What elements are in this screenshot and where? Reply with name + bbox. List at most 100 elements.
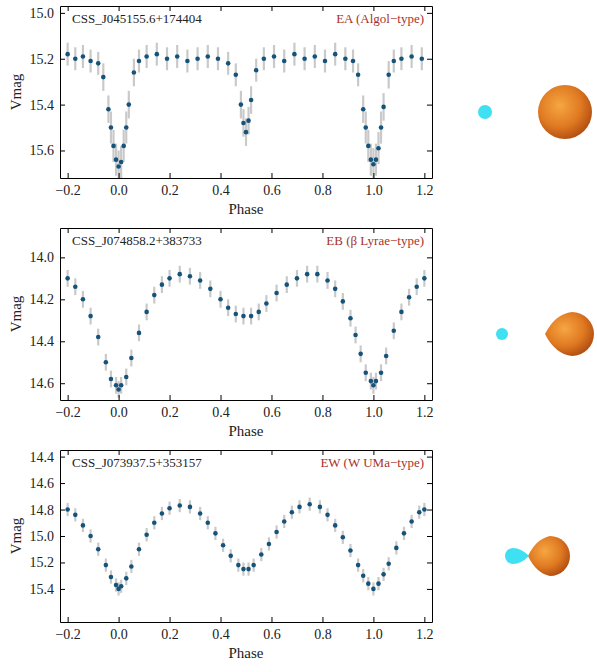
tick: −0.2 — [55, 617, 80, 642]
data-point — [274, 291, 279, 296]
data-point — [73, 284, 78, 289]
data-point — [407, 295, 412, 300]
data-point — [356, 563, 361, 568]
data-point — [371, 383, 376, 388]
data-point — [88, 59, 93, 64]
axis-line — [61, 400, 433, 401]
tick-mark — [424, 6, 425, 11]
data-point — [198, 278, 203, 283]
data-point — [234, 73, 239, 78]
tick-mark — [373, 395, 374, 400]
tick-mark — [427, 483, 432, 484]
axis-line — [61, 622, 433, 623]
data-point — [152, 293, 157, 298]
y-axis: 14.414.614.815.015.215.4 — [30, 450, 66, 623]
data-point — [221, 543, 226, 548]
tick-mark — [221, 228, 222, 233]
tick — [427, 299, 432, 300]
tick-mark — [221, 395, 222, 400]
tick: 14.8 — [30, 503, 66, 518]
tick: 0.8 — [314, 395, 332, 420]
figure: −0.20.00.20.40.60.81.01.215.015.215.415.… — [0, 0, 597, 672]
tick-mark — [119, 173, 120, 178]
data-point — [195, 56, 200, 61]
tick-label: 0.6 — [263, 627, 281, 642]
data-point — [274, 530, 279, 535]
data-point — [246, 118, 251, 123]
tick: 1.0 — [365, 173, 383, 198]
data-point — [325, 513, 330, 518]
tick-mark — [427, 589, 432, 590]
data-point — [351, 59, 356, 64]
data-point — [109, 575, 114, 580]
data-point — [96, 547, 101, 552]
data-point — [420, 56, 425, 61]
tick-mark — [60, 59, 65, 60]
tick: −0.2 — [55, 173, 80, 198]
data-point — [422, 276, 427, 281]
data-point — [119, 160, 124, 165]
data-point — [246, 567, 251, 572]
data-point — [114, 157, 119, 162]
axis-line — [61, 450, 433, 451]
tick-mark — [271, 173, 272, 178]
tick-mark — [68, 6, 69, 11]
data-point — [160, 282, 165, 287]
y-axis-right — [427, 7, 433, 179]
data-point — [282, 519, 287, 524]
y-axis-title: Vmag — [8, 73, 24, 110]
tick-mark — [170, 395, 171, 400]
panel-title: CSS_J045155.6+174404 — [72, 11, 202, 26]
data-point — [356, 73, 361, 78]
axis-line — [432, 7, 433, 179]
data-point — [353, 333, 358, 338]
data-point — [399, 310, 404, 315]
data-point — [234, 312, 239, 317]
data-point — [121, 144, 126, 149]
data-point — [65, 276, 70, 281]
data-point — [114, 583, 119, 588]
binary-illustration — [478, 85, 592, 139]
tick: 14.6 — [30, 476, 66, 491]
x-axis-title: Phase — [229, 423, 264, 439]
data-point — [358, 352, 363, 357]
data-point — [124, 125, 129, 130]
data-point — [165, 56, 170, 61]
tick-mark — [373, 617, 374, 622]
data-point — [363, 125, 368, 130]
tick — [427, 257, 432, 258]
data-point — [284, 282, 289, 287]
tick-label: 0.4 — [212, 627, 230, 642]
tick-label: 14.2 — [30, 292, 55, 307]
tick-mark — [68, 395, 69, 400]
tick: 0.2 — [161, 617, 179, 642]
tick-mark — [221, 6, 222, 11]
primary-star — [528, 536, 570, 576]
data-point — [348, 316, 353, 321]
data-point — [114, 383, 119, 388]
data-point — [369, 157, 374, 162]
data-point — [236, 563, 241, 568]
data-point — [376, 146, 381, 151]
tick-mark — [60, 299, 65, 300]
data-point — [129, 564, 134, 569]
tick-mark — [427, 150, 432, 151]
tick-label: 15.0 — [30, 529, 55, 544]
tick-mark — [60, 105, 65, 106]
data-point — [318, 505, 323, 510]
data-point — [363, 370, 368, 375]
companion-star — [505, 548, 529, 564]
tick: 14.4 — [30, 334, 66, 349]
data-point — [402, 531, 407, 536]
tick-label: 14.6 — [30, 376, 55, 391]
panel: −0.20.00.20.40.60.81.01.214.014.214.414.… — [8, 228, 433, 439]
binary-illustration — [505, 536, 570, 576]
y-axis: 14.014.214.414.6 — [30, 229, 66, 401]
data-point — [366, 144, 371, 149]
panel-title: CSS_J074858.2+383733 — [72, 233, 202, 248]
data-point — [155, 52, 160, 57]
tick — [427, 483, 432, 484]
tick: 0.0 — [110, 395, 128, 420]
data-point — [144, 54, 149, 59]
tick-label: 0.8 — [314, 405, 332, 420]
